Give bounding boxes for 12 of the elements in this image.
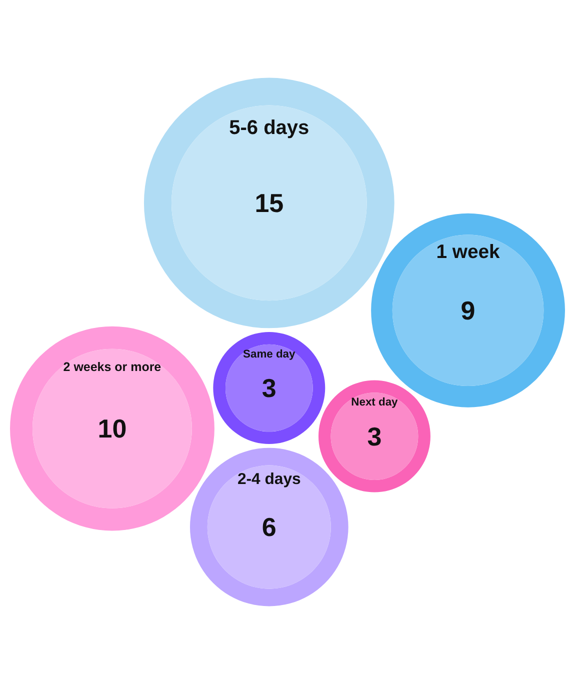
category-label: 2 weeks or more (63, 360, 162, 374)
data-label: 10 (98, 414, 127, 444)
data-label: 15 (254, 188, 284, 218)
data-label: 3 (367, 421, 382, 452)
data-label: 9 (460, 295, 476, 326)
category-label: 2-4 days (237, 471, 302, 488)
data-label: 6 (262, 512, 276, 542)
category-label: Next day (351, 396, 399, 409)
category-label: 5-6 days (229, 116, 310, 139)
category-label: 1 week (436, 241, 500, 264)
category-label: Same day (243, 348, 296, 360)
data-label: 3 (262, 373, 276, 404)
